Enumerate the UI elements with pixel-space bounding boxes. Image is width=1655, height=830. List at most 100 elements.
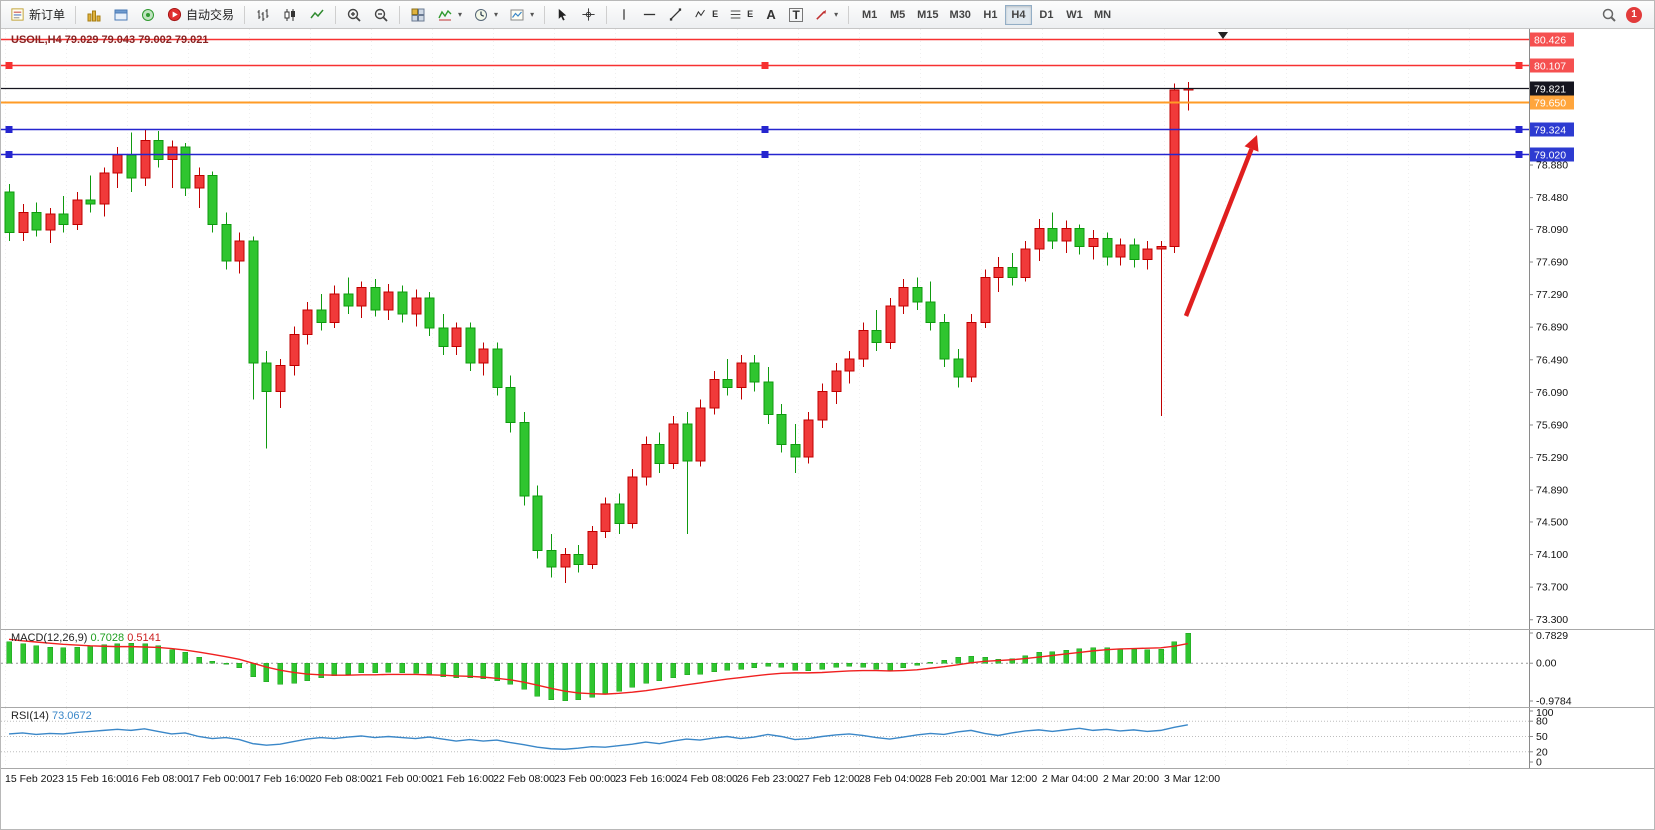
candle-body — [573, 554, 584, 565]
timeframe-mn-button[interactable]: MN — [1089, 5, 1116, 25]
zoom-out-button[interactable] — [368, 3, 394, 27]
text-button[interactable]: A — [759, 3, 783, 27]
line-handle[interactable] — [761, 151, 769, 158]
bar-marker-triangle — [1218, 32, 1228, 39]
fibonacci-icon — [730, 10, 741, 19]
timeframe-m5-button[interactable]: M5 — [884, 5, 911, 25]
market-watch-button[interactable] — [135, 3, 161, 27]
candle-body — [465, 327, 476, 364]
line-handle[interactable] — [5, 126, 13, 133]
dropdown-caret-icon: ▾ — [494, 9, 499, 19]
candle-body — [871, 329, 882, 344]
timeframe-h4-button[interactable]: H4 — [1004, 4, 1032, 25]
zoom-in-button[interactable] — [341, 3, 367, 27]
candle-body — [1047, 228, 1058, 242]
main-toolbar: 新订单 自动交易 — [1, 1, 1654, 29]
timeframe-w1-button[interactable]: W1 — [1061, 5, 1088, 25]
svg-text:74.890: 74.890 — [1536, 485, 1568, 497]
bar-chart-icon — [257, 8, 269, 21]
vertical-line-button[interactable] — [612, 3, 636, 27]
equidistant-channel-button[interactable]: E — [689, 3, 723, 27]
macd-canvas[interactable]: 0.7829 0.00 -0.9784 — [1, 630, 1655, 707]
new-chart-button[interactable] — [81, 3, 107, 27]
indicators-dropdown-button[interactable]: ▾ — [432, 3, 467, 27]
periods-dropdown-button[interactable]: ▾ — [468, 3, 503, 27]
candle-body — [1142, 248, 1153, 261]
toolbar-separator — [399, 5, 401, 24]
candle-body — [1074, 228, 1085, 248]
autotrading-button[interactable]: 自动交易 — [162, 3, 239, 27]
candle-body — [261, 362, 272, 393]
new-order-button[interactable]: 新订单 — [5, 3, 70, 27]
timeframe-m15-button[interactable]: M15 — [912, 5, 943, 25]
text-label-button[interactable]: T — [784, 3, 808, 27]
time-axis-label: 1 Mar 12:00 — [981, 773, 1038, 785]
svg-text:78.880: 78.880 — [1536, 160, 1568, 172]
candle-body — [1034, 228, 1045, 250]
candle-body — [1088, 237, 1099, 248]
equidistant-channel-icon — [695, 9, 706, 18]
fibonacci-button[interactable]: E — [724, 3, 758, 27]
time-axis-label: 15 Feb 2023 — [5, 773, 64, 785]
candle-body — [99, 172, 110, 205]
candle-body — [438, 327, 449, 348]
candle-body — [1169, 89, 1180, 248]
price-badge — [1530, 122, 1574, 137]
timeframe-d1-button[interactable]: D1 — [1033, 5, 1060, 25]
candle-body — [275, 364, 286, 393]
timeframe-m1-button[interactable]: M1 — [856, 5, 883, 25]
line-handle[interactable] — [5, 151, 13, 158]
svg-text:0.7829: 0.7829 — [1536, 630, 1568, 642]
candle-body — [343, 293, 354, 307]
candle-body — [993, 267, 1004, 278]
main-chart-panel[interactable]: 78.880 78.480 78.090 77.690 77.290 76.890 76.4… — [1, 29, 1654, 629]
search-icon[interactable] — [1601, 7, 1617, 23]
text-a-icon: A — [766, 7, 776, 22]
price-chart-canvas[interactable]: 78.880 78.480 78.090 77.690 77.290 76.890 76.4… — [1, 29, 1655, 629]
dropdown-caret-icon: ▾ — [834, 9, 839, 19]
trendline-button[interactable] — [663, 3, 688, 27]
line-handle[interactable] — [5, 62, 13, 69]
toolbar-separator — [244, 5, 246, 24]
trend-arrow[interactable] — [1183, 148, 1254, 317]
arrows-dropdown-button[interactable]: ▾ — [809, 3, 843, 27]
macd-panel[interactable]: 0.7829 0.00 -0.9784 MACD(12,26,9) 0.7028 0… — [1, 629, 1654, 707]
cursor-button[interactable] — [550, 3, 575, 27]
profiles-button[interactable] — [108, 3, 134, 27]
crosshair-button[interactable] — [576, 3, 601, 27]
horizontal-line-button[interactable] — [637, 3, 662, 27]
svg-text:0: 0 — [1536, 757, 1542, 769]
price-badge — [1530, 58, 1574, 73]
crosshair-icon — [582, 8, 595, 21]
timeframe-m30-button[interactable]: M30 — [945, 5, 976, 25]
tile-windows-button[interactable] — [405, 3, 431, 27]
line-handle[interactable] — [1515, 151, 1523, 158]
candlestick-chart-button[interactable] — [277, 3, 303, 27]
line-handle[interactable] — [761, 126, 769, 133]
time-axis-label: 3 Mar 12:00 — [1164, 773, 1221, 785]
profiles-icon — [114, 9, 128, 20]
time-axis[interactable]: 15 Feb 2023 15 Feb 16:00 16 Feb 08:00 17 Fe… — [1, 768, 1654, 788]
line-handle[interactable] — [1515, 126, 1523, 133]
svg-text:78.090: 78.090 — [1536, 224, 1568, 236]
price-axis[interactable]: 78.880 78.480 78.090 77.690 77.290 76.890 76.4… — [1529, 29, 1568, 629]
candle-body — [682, 423, 693, 462]
svg-text:79.020: 79.020 — [1534, 150, 1566, 162]
line-handle[interactable] — [761, 62, 769, 69]
rsi-panel[interactable]: 100 80 50 20 0 RSI(14) 73.0672 — [1, 707, 1654, 768]
notification-badge[interactable]: 1 — [1626, 6, 1642, 23]
time-axis-label: 2 Mar 04:00 — [1042, 773, 1099, 785]
candle-body — [546, 549, 557, 568]
candle-body — [140, 140, 151, 179]
svg-text:80: 80 — [1536, 716, 1548, 728]
candle-body — [939, 321, 950, 360]
time-axis-label: 22 Feb 08:00 — [493, 773, 555, 785]
line-handle[interactable] — [1515, 62, 1523, 69]
bar-chart-button[interactable] — [250, 3, 276, 27]
line-chart-button[interactable] — [304, 3, 330, 27]
svg-text:76.490: 76.490 — [1536, 354, 1568, 366]
templates-dropdown-button[interactable]: ▾ — [504, 3, 539, 27]
timeframe-h1-button[interactable]: H1 — [977, 5, 1004, 25]
new-order-label: 新订单 — [29, 8, 66, 22]
